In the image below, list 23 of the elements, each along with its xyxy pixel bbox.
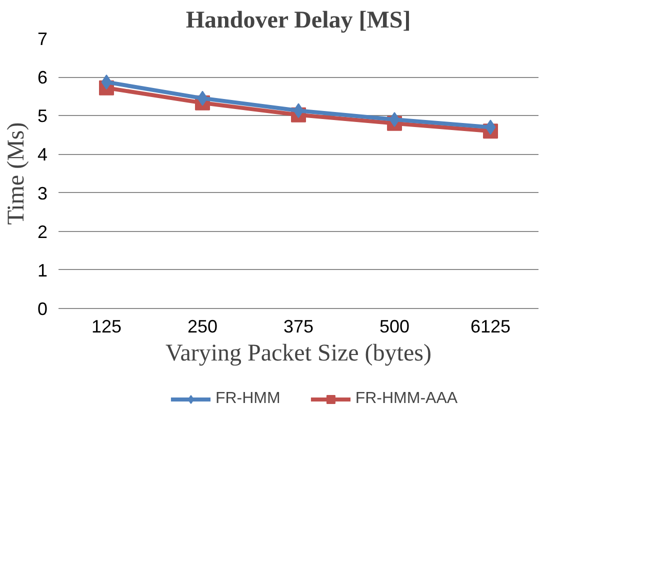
- y-tick-label: 5: [37, 106, 48, 126]
- y-axis-title: Time (Ms): [3, 122, 30, 225]
- x-tick-label: 375: [283, 316, 314, 336]
- chart-title: Handover Delay [MS]: [186, 8, 411, 34]
- x-tick-label: 6125: [470, 316, 511, 336]
- point: [293, 103, 304, 118]
- point: [485, 120, 496, 135]
- x-tick-label: 250: [187, 316, 218, 336]
- point: [101, 74, 112, 90]
- point: [197, 90, 208, 106]
- x-tick-label: 500: [379, 316, 410, 336]
- y-tick-label: 0: [37, 299, 48, 319]
- y-tick-label: 2: [37, 222, 48, 242]
- legend-label: FR-HMM: [215, 390, 280, 408]
- y-tick-label: 1: [37, 260, 48, 280]
- x-axis-title: Varying Packet Size (bytes): [166, 340, 432, 366]
- point: [389, 112, 400, 127]
- y-tick-label: 4: [37, 144, 48, 165]
- y-tick-label: 7: [37, 29, 48, 49]
- legend-label: FR-HMM-AAA: [355, 390, 458, 408]
- y-tick-label: 3: [37, 183, 48, 204]
- x-tick-label: 125: [91, 316, 122, 336]
- y-tick-label: 6: [37, 68, 48, 88]
